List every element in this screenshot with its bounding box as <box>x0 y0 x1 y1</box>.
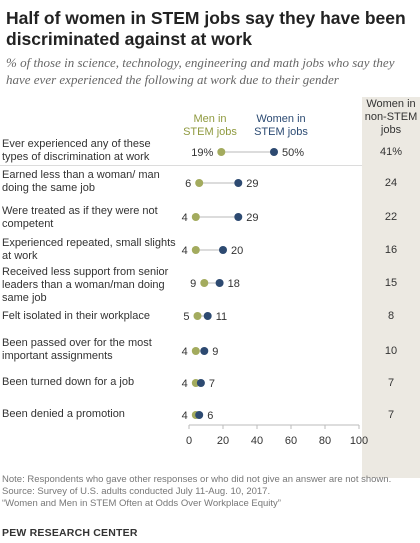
non-stem-value: 8 <box>387 310 395 322</box>
row-label-not-competent: Were treated as if they were not compete… <box>2 205 158 230</box>
x-tick-label: 100 <box>350 435 368 447</box>
dot-women <box>234 213 243 221</box>
non-stem-column-background <box>362 97 420 478</box>
row-label-turned-down: Been turned down for a job <box>2 376 135 388</box>
value-label-men: 5 <box>183 311 189 323</box>
value-label-women: 18 <box>228 278 240 290</box>
dot-women <box>215 279 224 287</box>
dot-women <box>195 411 204 419</box>
value-label-men: 4 <box>182 212 188 224</box>
value-label-men: 19% <box>191 147 213 159</box>
x-tick-label: 40 <box>251 435 263 447</box>
value-label-women: 20 <box>231 245 243 257</box>
x-tick-label: 80 <box>319 435 331 447</box>
non-stem-value: 22 <box>384 211 398 223</box>
non-stem-value: 41% <box>379 146 403 158</box>
x-tick-label: 60 <box>285 435 297 447</box>
non-stem-value: 7 <box>387 409 395 421</box>
row-label-earned-less: Earned less than a woman/ man doing the … <box>2 169 160 194</box>
header-women-non-stem: Women in non-STEM jobs <box>364 98 418 136</box>
value-label-women: 29 <box>246 178 258 190</box>
dot-women <box>196 379 205 387</box>
section-divider <box>0 165 362 166</box>
dot-men <box>191 246 200 254</box>
chart-source: Source: Survey of U.S. adults conducted … <box>2 486 271 497</box>
value-label-women: 50% <box>282 147 304 159</box>
non-stem-value: 15 <box>384 277 398 289</box>
value-label-women: 7 <box>209 378 215 390</box>
value-label-men: 6 <box>185 178 191 190</box>
value-label-women: 6 <box>207 410 213 422</box>
value-label-men: 4 <box>182 410 188 422</box>
dot-women <box>270 148 278 156</box>
value-label-women: 9 <box>212 346 218 358</box>
value-label-men: 9 <box>190 278 196 290</box>
value-label-men: 4 <box>182 378 188 390</box>
dot-women <box>203 312 212 320</box>
chart-title: Half of women in STEM jobs say they have… <box>6 8 406 49</box>
dot-men <box>191 347 200 355</box>
value-label-men: 4 <box>182 245 188 257</box>
dot-men <box>193 312 202 320</box>
row-label-passed-over: Been passed over for the most important … <box>2 337 152 362</box>
dot-men <box>200 279 209 287</box>
row-label-small-slights: Experienced repeated, small slights at w… <box>2 237 176 262</box>
non-stem-value: 7 <box>387 377 395 389</box>
row-label-felt-isolated: Felt isolated in their workplace <box>2 310 150 322</box>
x-tick-label: 0 <box>186 435 192 447</box>
row-label-denied-promotion: Been denied a promotion <box>2 408 125 420</box>
x-tick-label: 20 <box>217 435 229 447</box>
chart-note: Note: Respondents who gave other respons… <box>2 474 392 485</box>
report-title: “Women and Men in STEM Often at Odds Ove… <box>2 498 281 509</box>
dot-men <box>217 148 226 156</box>
non-stem-value: 10 <box>384 345 398 357</box>
value-label-men: 4 <box>182 346 188 358</box>
value-label-women: 11 <box>216 311 227 323</box>
dot-women <box>234 179 243 187</box>
dot-plot-svg: 19% 50%6 294 294 209 185 114 94 74 60 20 40 60 80 100 <box>182 147 369 447</box>
legend-women-in-stem: Women in STEM jobs <box>254 113 308 138</box>
non-stem-value: 24 <box>384 177 398 189</box>
non-stem-value: 16 <box>384 244 398 256</box>
pew-research-logo: PEW RESEARCH CENTER <box>2 527 138 539</box>
dot-women <box>200 347 209 355</box>
value-label-women: 29 <box>246 212 258 224</box>
row-label-less-support: Received less support from senior leader… <box>2 266 169 304</box>
dot-women <box>219 246 227 254</box>
chart-subtitle: % of those in science, technology, engin… <box>6 55 395 87</box>
row-label-any-discrimination: Ever experienced any of these types of d… <box>2 138 151 163</box>
dot-men <box>191 213 200 221</box>
legend-men-in-stem: Men in STEM jobs <box>183 113 237 138</box>
dot-men <box>195 179 204 187</box>
